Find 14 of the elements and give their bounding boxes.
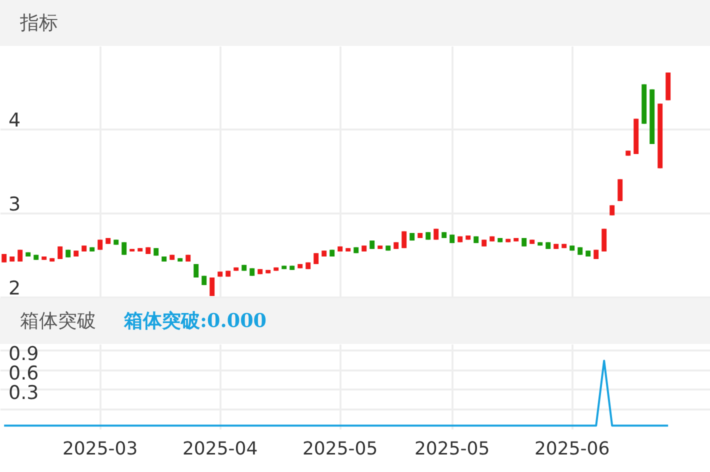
x-tick-label: 2025-05 — [302, 438, 378, 460]
x-tick-label: 2025-04 — [182, 438, 258, 460]
y-tick-label: 4 — [8, 110, 21, 132]
chart-title: 箱体突破 — [20, 310, 96, 332]
y-tick-label: 3 — [8, 194, 21, 216]
chart-title: 指标 — [20, 12, 58, 34]
y-tick-label: 0.9 — [8, 342, 39, 365]
x-tick-label: 2025-06 — [534, 438, 610, 460]
x-tick-label: 2025-05 — [414, 438, 490, 460]
x-tick-label: 2025-03 — [62, 438, 138, 460]
y-tick-label: 0.3 — [8, 382, 39, 404]
y-tick-label: 2 — [8, 278, 21, 300]
y-tick-label: 0.6 — [8, 362, 39, 384]
chart-subtitle: 箱体突破:0.000 — [124, 310, 267, 332]
